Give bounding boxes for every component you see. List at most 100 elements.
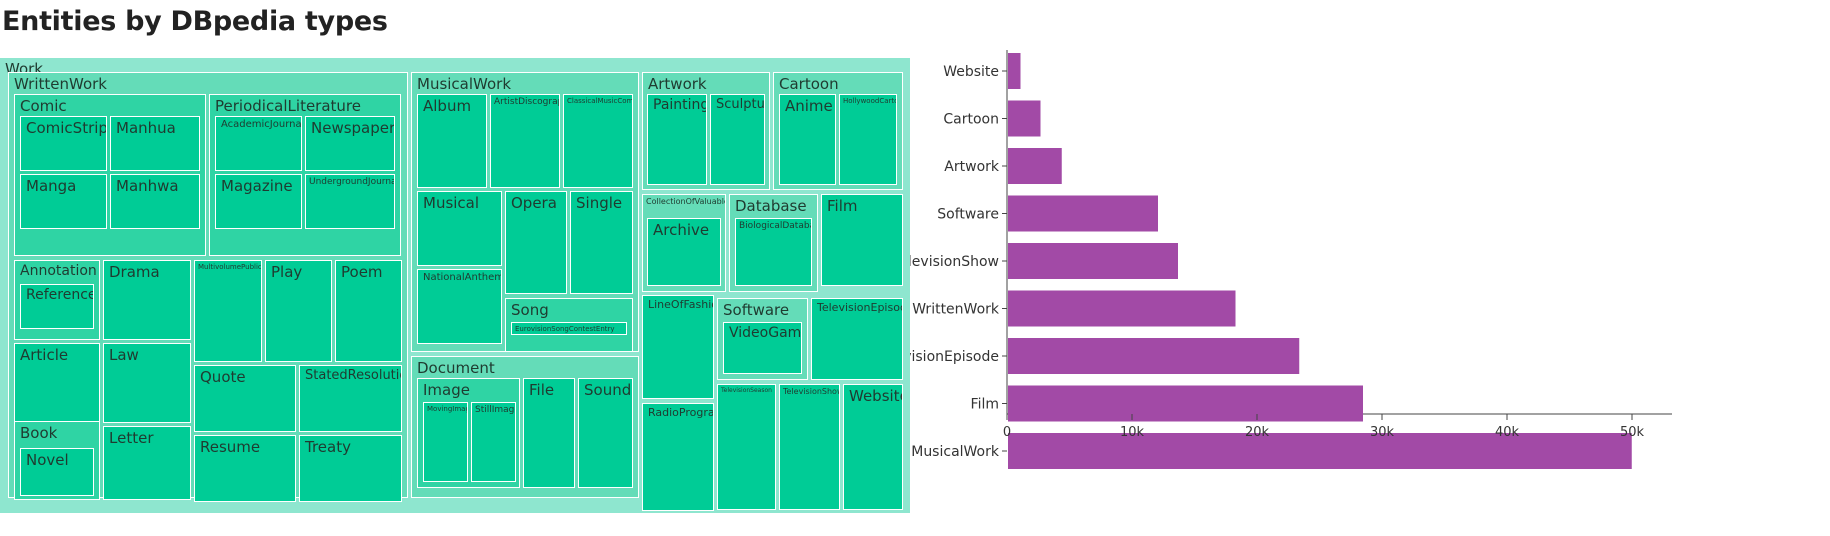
treemap-label: TelevisionShow xyxy=(783,387,840,396)
treemap-label: ComicStrip xyxy=(26,119,107,137)
x-tick-label: 40k xyxy=(1495,425,1520,440)
treemap-node-poem[interactable]: Poem xyxy=(335,260,402,362)
treemap-node-stated-resolution[interactable]: StatedResolution xyxy=(299,365,402,432)
treemap-node-sound[interactable]: Sound xyxy=(578,378,633,488)
treemap-node-academic-journal[interactable]: AcademicJournal xyxy=(215,116,302,171)
treemap-node-television-season[interactable]: TelevisionSeason xyxy=(717,384,776,510)
treemap-node-anime[interactable]: Anime xyxy=(779,94,836,185)
page-title: Entities by DBpedia types xyxy=(2,6,388,37)
treemap-label: Website xyxy=(849,387,903,405)
treemap-label: Archive xyxy=(653,221,710,239)
treemap-label: Database xyxy=(735,197,807,215)
treemap-label: Film xyxy=(827,197,858,215)
treemap-node-underground-journal[interactable]: UndergroundJournal xyxy=(305,174,395,229)
treemap-label: File xyxy=(529,381,555,399)
treemap-node-still-image[interactable]: StillImage xyxy=(471,402,516,482)
treemap-label: Comic xyxy=(20,97,67,115)
treemap-label: StatedResolution xyxy=(305,368,401,383)
treemap-label: NationalAnthem xyxy=(423,272,502,283)
treemap-node-resume[interactable]: Resume xyxy=(194,435,296,502)
treemap-chart: Work WrittenWork Comic ComicStrip Manhua Mang… xyxy=(0,58,910,513)
treemap-label: PeriodicalLiterature xyxy=(215,97,361,115)
y-tick-label: Artwork xyxy=(944,159,1000,175)
treemap-label: RadioProgram xyxy=(648,406,714,419)
treemap-label: Image xyxy=(423,381,470,399)
treemap-label: Manhua xyxy=(116,119,176,137)
treemap-node-artist-discography[interactable]: ArtistDiscography xyxy=(490,94,560,188)
treemap-node-manhwa[interactable]: Manhwa xyxy=(110,174,200,229)
treemap-node-opera[interactable]: Opera xyxy=(505,191,567,294)
treemap-node-video-game[interactable]: VideoGame xyxy=(723,322,802,374)
treemap-node-single[interactable]: Single xyxy=(570,191,633,294)
treemap-node-painting[interactable]: Painting xyxy=(647,94,707,185)
bar-website[interactable] xyxy=(1008,53,1021,89)
x-tick-label: 30k xyxy=(1370,425,1395,440)
treemap-node-archive[interactable]: Archive xyxy=(647,218,721,286)
treemap-node-manga[interactable]: Manga xyxy=(20,174,107,229)
treemap-label: TelevisionSeason xyxy=(721,387,772,394)
treemap-node-quote[interactable]: Quote xyxy=(194,365,296,432)
treemap-node-file[interactable]: File xyxy=(523,378,575,488)
treemap-label: Magazine xyxy=(221,177,293,195)
treemap-label: Poem xyxy=(341,263,383,281)
treemap-label: Article xyxy=(20,346,69,364)
treemap-node-manhua[interactable]: Manhua xyxy=(110,116,200,171)
treemap-label: Musical xyxy=(423,194,480,212)
bar-artwork[interactable] xyxy=(1008,148,1062,184)
treemap-label: VideoGame xyxy=(729,325,802,341)
treemap-node-national-anthem[interactable]: NationalAnthem xyxy=(417,269,502,344)
treemap-label: Quote xyxy=(200,368,246,386)
treemap-node-television-episode[interactable]: TelevisionEpisode xyxy=(811,298,903,380)
treemap-node-multivolume-publication[interactable]: MultivolumePublication xyxy=(194,260,262,362)
treemap-node-biological-database[interactable]: BiologicalDatabase xyxy=(735,218,812,286)
x-tick-label: 10k xyxy=(1120,425,1145,440)
treemap-node-hollywood-cartoon[interactable]: HollywoodCartoon xyxy=(839,94,897,185)
treemap-node-play[interactable]: Play xyxy=(265,260,332,362)
treemap-node-album[interactable]: Album xyxy=(417,94,487,188)
treemap-label: UndergroundJournal xyxy=(309,177,395,187)
treemap-label: Treaty xyxy=(305,438,351,456)
treemap-node-line-of-fashion[interactable]: LineOfFashion xyxy=(642,295,714,399)
x-tick-label: 50k xyxy=(1620,425,1645,440)
treemap-label: Software xyxy=(723,301,790,319)
treemap-node-classical-music-composition[interactable]: ClassicalMusicComposition xyxy=(563,94,633,188)
treemap-node-reference[interactable]: Reference xyxy=(20,284,94,329)
treemap-node-sculpture[interactable]: Sculpture xyxy=(710,94,765,185)
treemap-node-law[interactable]: Law xyxy=(103,343,191,423)
treemap-node-website[interactable]: Website xyxy=(843,384,903,510)
treemap-label: Sculpture xyxy=(716,97,765,112)
treemap-label: Cartoon xyxy=(779,75,839,93)
bar-writtenwork[interactable] xyxy=(1008,290,1236,327)
treemap-label: Anime xyxy=(785,97,833,115)
y-tick-label: MusicalWork xyxy=(911,444,1000,460)
treemap-node-drama[interactable]: Drama xyxy=(103,260,191,340)
bar-televisionshow[interactable] xyxy=(1008,243,1178,279)
y-tick-label: TelevisionShow xyxy=(905,254,999,270)
treemap-label: Painting xyxy=(653,97,707,113)
treemap-node-newspaper[interactable]: Newspaper xyxy=(305,116,395,171)
bar-software[interactable] xyxy=(1008,195,1158,232)
treemap-node-musical[interactable]: Musical xyxy=(417,191,502,266)
bar-cartoon[interactable] xyxy=(1008,100,1041,137)
treemap-node-moving-image[interactable]: MovingImage xyxy=(423,402,468,482)
treemap-node-eurovision-song-contest-entry[interactable]: EurovisionSongContestEntry xyxy=(511,322,627,335)
bar-chart: Website Cartoon Artwork Software TelevisionS… xyxy=(905,50,1672,469)
treemap-node-letter[interactable]: Letter xyxy=(103,426,191,500)
treemap-label: Resume xyxy=(200,438,261,456)
treemap-label: WrittenWork xyxy=(14,75,107,93)
bar-televisionepisode[interactable] xyxy=(1008,338,1300,374)
treemap-node-magazine[interactable]: Magazine xyxy=(215,174,302,229)
treemap-label: Song xyxy=(511,301,549,319)
treemap-label: Annotation xyxy=(20,263,97,279)
treemap-node-radio-program[interactable]: RadioProgram xyxy=(642,403,714,511)
treemap-node-television-show[interactable]: TelevisionShow xyxy=(779,384,840,510)
treemap-node-novel[interactable]: Novel xyxy=(20,448,94,496)
treemap-node-treaty[interactable]: Treaty xyxy=(299,435,402,502)
treemap-label: MusicalWork xyxy=(417,75,512,93)
treemap-node-comic-strip[interactable]: ComicStrip xyxy=(20,116,107,171)
bar-musicalwork[interactable] xyxy=(1008,433,1632,469)
treemap-node-article[interactable]: Article xyxy=(14,343,100,423)
treemap-label: Newspaper xyxy=(311,119,395,137)
treemap-node-film[interactable]: Film xyxy=(821,194,903,286)
bar-film[interactable] xyxy=(1008,385,1363,422)
